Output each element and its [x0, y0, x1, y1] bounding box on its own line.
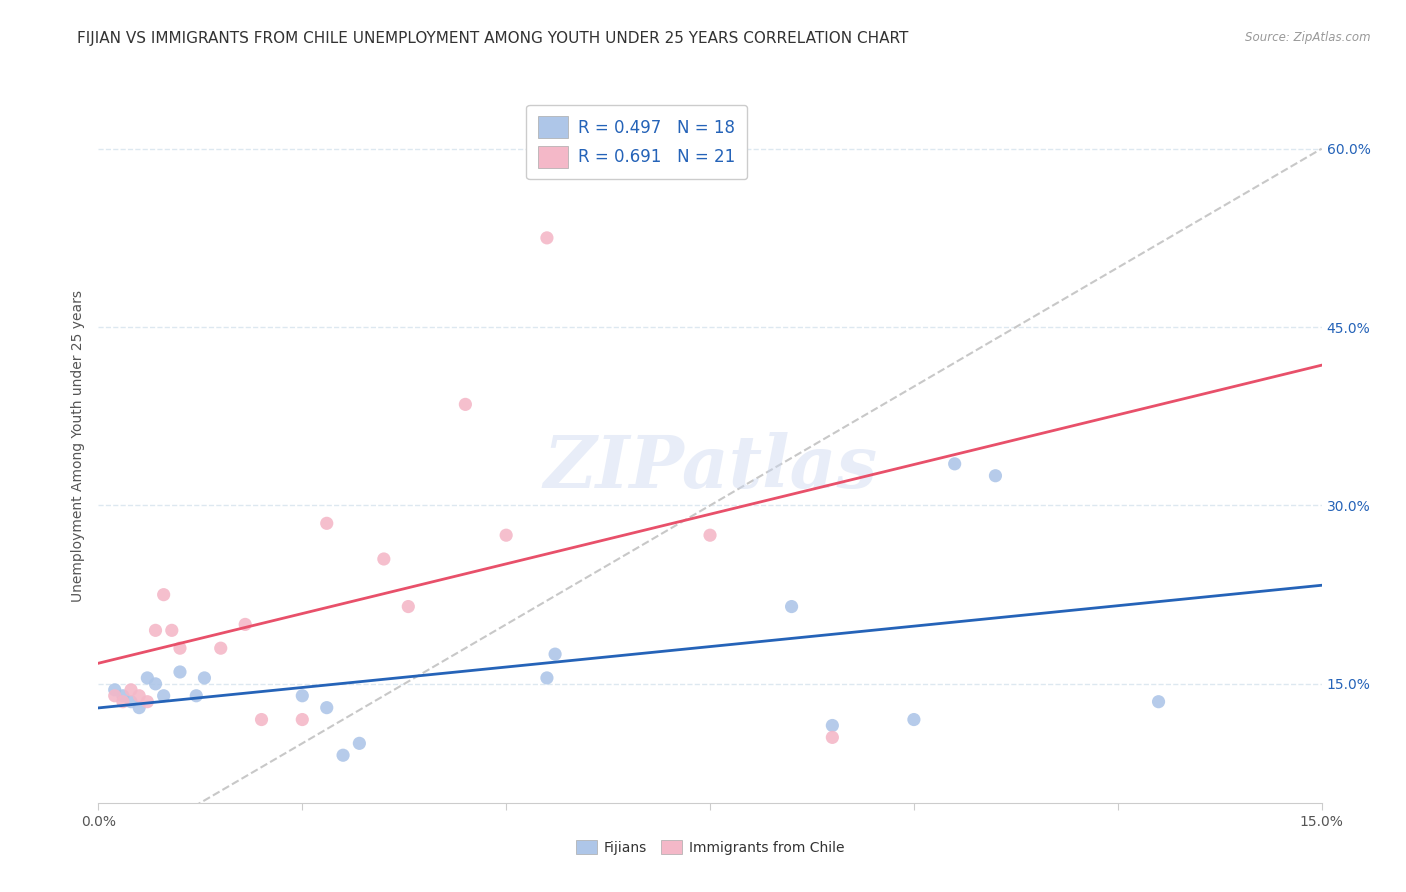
Point [495, 528, 517, 542]
Point [1147, 695, 1170, 709]
Point [193, 671, 215, 685]
Point [145, 677, 167, 691]
Point [536, 671, 558, 685]
Point [169, 641, 191, 656]
Point [128, 700, 150, 714]
Point [315, 700, 337, 714]
Legend: Fijians, Immigrants from Chile: Fijians, Immigrants from Chile [571, 834, 849, 860]
Point [821, 731, 844, 745]
Point [536, 231, 558, 245]
Point [169, 665, 191, 679]
Point [780, 599, 803, 614]
Point [120, 682, 142, 697]
Point [984, 468, 1007, 483]
Point [699, 528, 721, 542]
Text: FIJIAN VS IMMIGRANTS FROM CHILE UNEMPLOYMENT AMONG YOUTH UNDER 25 YEARS CORRELAT: FIJIAN VS IMMIGRANTS FROM CHILE UNEMPLOY… [77, 31, 908, 46]
Point [111, 695, 134, 709]
Point [152, 689, 174, 703]
Point [160, 624, 183, 638]
Text: ZIPatlas: ZIPatlas [543, 432, 877, 503]
Text: Source: ZipAtlas.com: Source: ZipAtlas.com [1246, 31, 1371, 45]
Point [233, 617, 256, 632]
Point [332, 748, 354, 763]
Point [104, 689, 127, 703]
Point [544, 647, 567, 661]
Point [111, 689, 134, 703]
Point [186, 689, 208, 703]
Point [136, 671, 159, 685]
Point [943, 457, 966, 471]
Point [373, 552, 395, 566]
Point [349, 736, 371, 750]
Point [821, 718, 844, 732]
Point [136, 695, 159, 709]
Point [145, 624, 167, 638]
Point [104, 682, 127, 697]
Point [903, 713, 925, 727]
Point [291, 713, 314, 727]
Point [152, 588, 174, 602]
Point [120, 695, 142, 709]
Y-axis label: Unemployment Among Youth under 25 years: Unemployment Among Youth under 25 years [72, 290, 86, 602]
Point [128, 689, 150, 703]
Point [250, 713, 273, 727]
Point [396, 599, 419, 614]
Point [209, 641, 232, 656]
Point [454, 397, 477, 411]
Point [315, 516, 337, 531]
Point [291, 689, 314, 703]
